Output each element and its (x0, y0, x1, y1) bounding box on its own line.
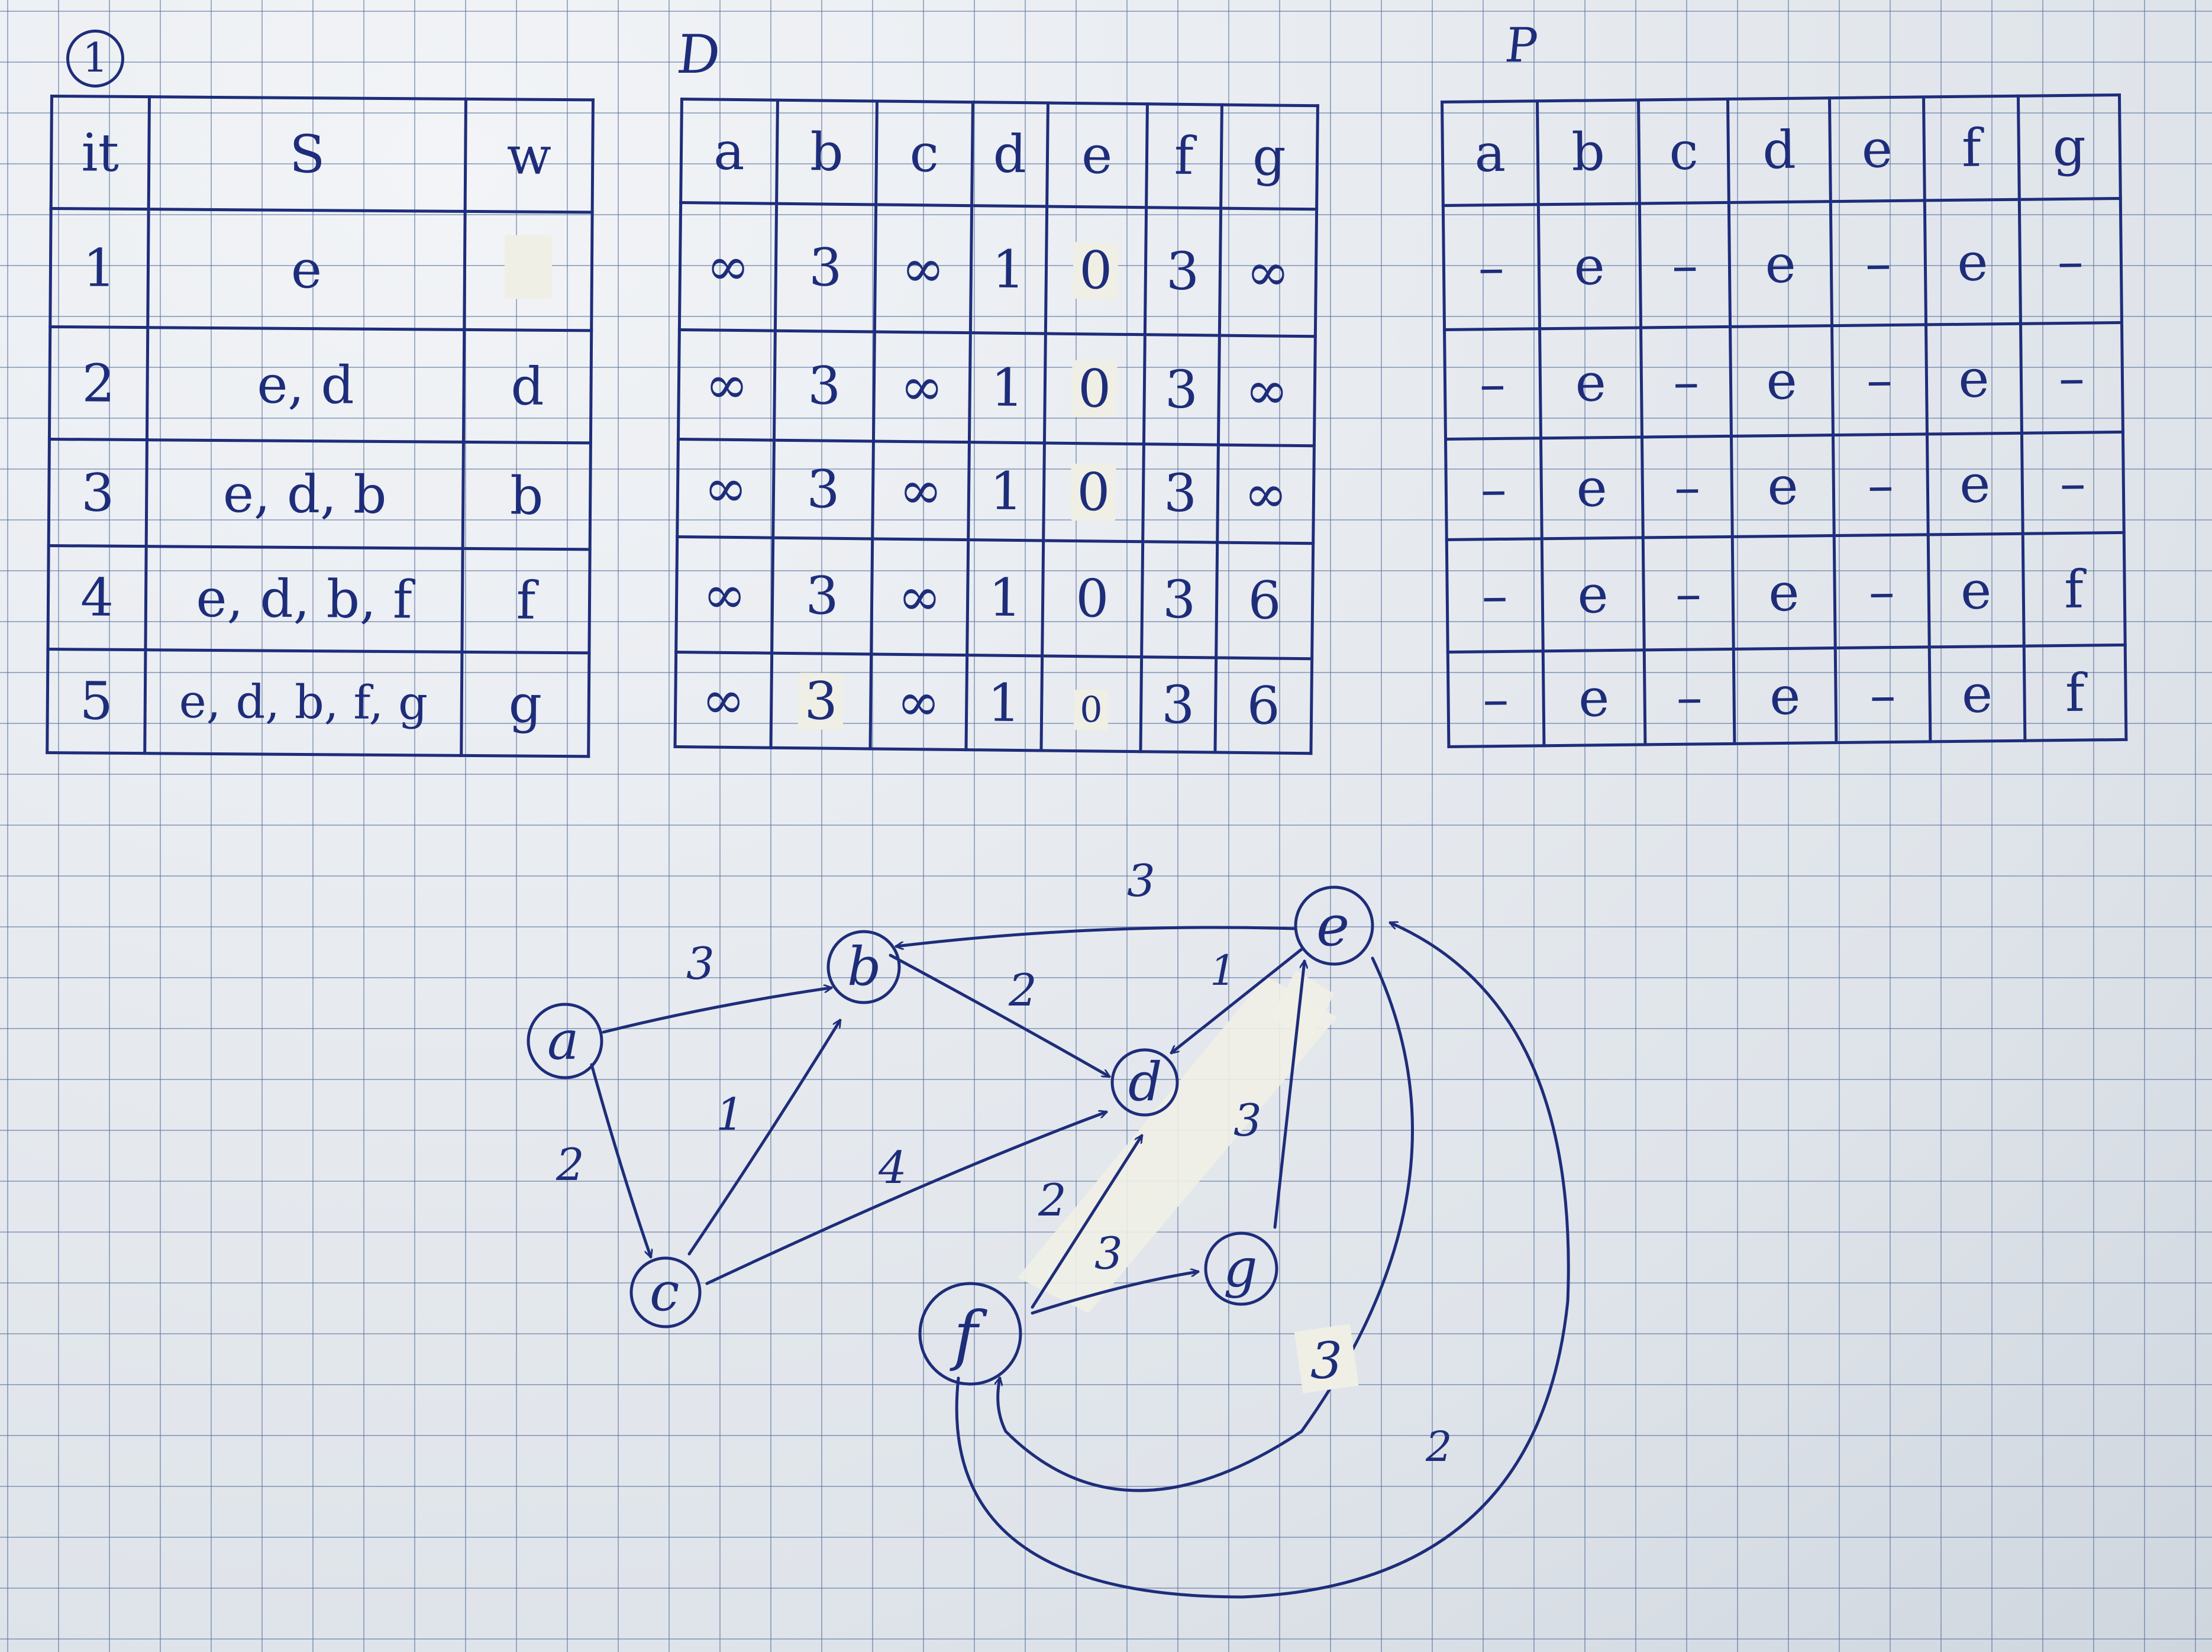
node-f (918, 1282, 1022, 1386)
weight-c-d: 4 (878, 1142, 907, 1194)
weight-f-e: 2 (1425, 1423, 1452, 1471)
node-label-b: b (847, 936, 881, 998)
node-label-a: a (547, 1010, 579, 1072)
node-label-g: g (1223, 1237, 1258, 1299)
weight-a-c: 2 (556, 1139, 585, 1191)
edge-e-f (998, 956, 1414, 1492)
node-c (629, 1256, 702, 1328)
tape-strip (1272, 970, 1334, 1041)
node-a (527, 1003, 603, 1079)
step-marker: 1 (66, 30, 124, 88)
weight-f-g: 3 (1094, 1227, 1123, 1279)
weight-b-d: 2 (1008, 964, 1037, 1016)
edge-a-b (602, 988, 833, 1034)
node-e (1294, 885, 1374, 966)
tape-patch (1294, 1324, 1359, 1394)
node-label-f: f (950, 1297, 987, 1373)
tape-strip (1018, 976, 1337, 1313)
node-label-d: d (1128, 1051, 1162, 1113)
edge-b-d (889, 953, 1109, 1078)
weight-e-f: 3 (1310, 1332, 1342, 1391)
edge-a-c (590, 1063, 651, 1257)
weight-g-e: 3 (1233, 1094, 1262, 1146)
edge-g-e (1273, 959, 1304, 1229)
edge-f-e (955, 923, 1570, 1599)
node-label-c: c (650, 1261, 679, 1323)
edge-e-b (895, 926, 1297, 946)
node-g (1204, 1231, 1278, 1306)
node-b (826, 930, 901, 1004)
edge-f-d (1031, 1136, 1144, 1309)
weight-e-b: 3 (1127, 855, 1155, 907)
weight-f-d: 2 (1038, 1174, 1067, 1226)
edge-f-g (1031, 1272, 1200, 1315)
edge-c-d (705, 1112, 1106, 1285)
weight-a-b: 3 (686, 937, 715, 990)
weight-e-d: 1 (1210, 946, 1236, 995)
node-label-e: e (1316, 894, 1349, 959)
node-d (1110, 1048, 1179, 1117)
step-marker-text: 1 (82, 35, 108, 82)
weight-c-b: 1 (716, 1088, 744, 1140)
edge-e-d (1171, 948, 1303, 1053)
edge-c-b (687, 1020, 842, 1256)
